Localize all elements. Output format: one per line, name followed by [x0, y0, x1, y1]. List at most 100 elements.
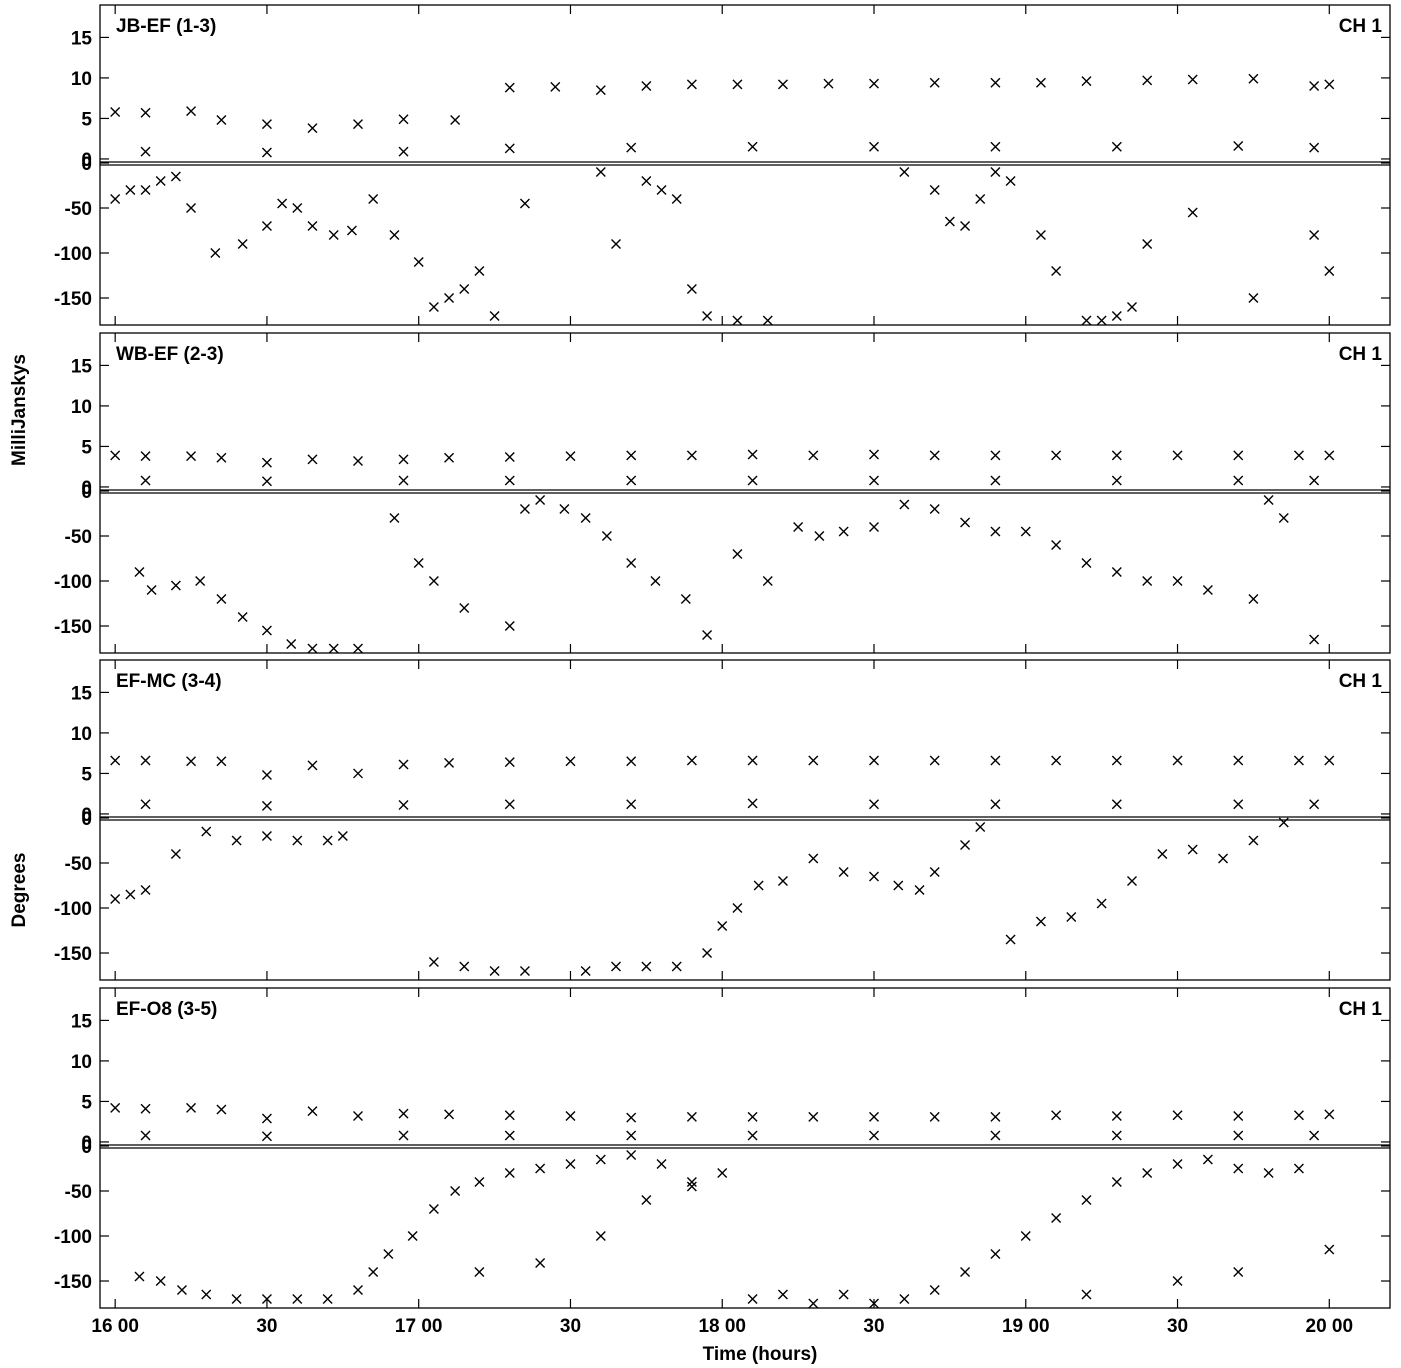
amp-point — [1309, 475, 1320, 486]
phase-point — [595, 1154, 606, 1165]
amp-point — [140, 475, 151, 486]
phase-point — [559, 504, 570, 514]
phase-point — [1005, 176, 1016, 186]
phase-point — [110, 894, 121, 904]
phase-point — [328, 230, 339, 240]
phase-point — [428, 302, 439, 312]
phase-point — [650, 576, 661, 586]
amp-point — [504, 799, 515, 810]
phase-point — [1278, 817, 1289, 828]
amp-point — [929, 450, 940, 461]
phase-tick-label: -100 — [54, 899, 92, 920]
phase-point — [328, 643, 339, 654]
phase-point — [1172, 1159, 1183, 1169]
amp-point — [1324, 1109, 1335, 1120]
phase-point — [383, 1249, 394, 1259]
phase-point — [489, 311, 500, 321]
phase-point — [261, 1294, 272, 1304]
phase-point — [814, 531, 825, 541]
phase-point — [1081, 1195, 1092, 1205]
phase-tick-label: -150 — [54, 289, 92, 310]
amp-point — [1309, 142, 1320, 153]
phase-point — [580, 966, 591, 976]
phase-tick-label: -50 — [65, 854, 92, 875]
amp-point — [869, 78, 879, 89]
channel-label: CH 1 — [1339, 671, 1383, 692]
amp-point — [1233, 799, 1244, 810]
phase-point — [990, 1249, 1001, 1259]
phase-point — [519, 966, 530, 976]
amp-point — [261, 457, 272, 468]
amp-point — [216, 756, 227, 767]
amp-point — [140, 755, 151, 766]
phase-point — [307, 643, 318, 654]
phase-point — [413, 257, 424, 267]
phase-point — [368, 1267, 379, 1277]
amp-point — [398, 114, 409, 125]
phase-point — [170, 849, 181, 859]
phase-point — [353, 1285, 363, 1295]
amp-point — [1111, 799, 1122, 810]
amp-point — [261, 800, 272, 811]
phase-point — [869, 522, 879, 532]
phase-point — [140, 185, 151, 195]
phase-point — [170, 580, 181, 591]
phase-point — [1111, 1177, 1122, 1187]
amp-point — [626, 1130, 637, 1141]
phase-point — [960, 840, 971, 850]
phase-point — [535, 1163, 546, 1174]
amp-point — [504, 1130, 515, 1141]
amp-point — [398, 1130, 409, 1141]
phase-point — [216, 594, 227, 604]
amp-tick-label: 15 — [71, 356, 93, 377]
y-axis-title-phase: Degrees — [9, 853, 30, 928]
phase-point — [1066, 912, 1077, 922]
phase-point — [170, 171, 181, 182]
amp-point — [1081, 76, 1092, 87]
x-tick-label: 17 00 — [395, 1316, 443, 1337]
amp-point — [626, 756, 637, 767]
amp-point — [990, 755, 1001, 766]
phase-point — [1233, 1163, 1244, 1174]
amp-point — [261, 1131, 272, 1142]
amp-point — [504, 451, 515, 462]
amp-point — [1233, 450, 1244, 461]
phase-point — [899, 167, 910, 177]
amp-point — [1051, 755, 1062, 766]
phase-point — [1218, 853, 1229, 864]
phase-point — [641, 176, 652, 186]
phase-point — [176, 1285, 187, 1295]
phase-point — [914, 885, 925, 895]
phase-tick-label: -100 — [54, 244, 92, 265]
amp-point — [353, 119, 363, 130]
amp-point — [686, 755, 697, 766]
phase-point — [459, 603, 470, 613]
phase-point — [732, 903, 743, 913]
phase-point — [292, 1294, 303, 1304]
amp-point — [929, 755, 940, 766]
amp-point — [990, 141, 1001, 152]
phase-point — [580, 513, 591, 523]
amp-point — [1293, 450, 1304, 461]
amp-point — [565, 1111, 576, 1122]
phase-point — [1127, 302, 1137, 312]
phase-point — [1202, 1154, 1213, 1165]
phase-point — [899, 499, 910, 510]
phase-point — [1111, 567, 1122, 577]
phase-point — [1035, 916, 1046, 927]
phase-point — [1096, 898, 1107, 909]
amp-point — [990, 1111, 1001, 1122]
phase-point — [1324, 1244, 1335, 1255]
phase-point — [944, 216, 955, 227]
phase-point — [680, 594, 691, 604]
phase-point — [808, 853, 819, 864]
phase-point — [237, 612, 248, 622]
phase-point — [929, 504, 940, 514]
phase-point — [428, 1204, 439, 1214]
phase-point — [459, 961, 470, 972]
amp-point — [869, 141, 879, 152]
phase-point — [504, 1168, 515, 1178]
phase-point — [389, 230, 400, 240]
phase-tick-label: -150 — [54, 1272, 92, 1293]
phase-point — [671, 961, 682, 972]
